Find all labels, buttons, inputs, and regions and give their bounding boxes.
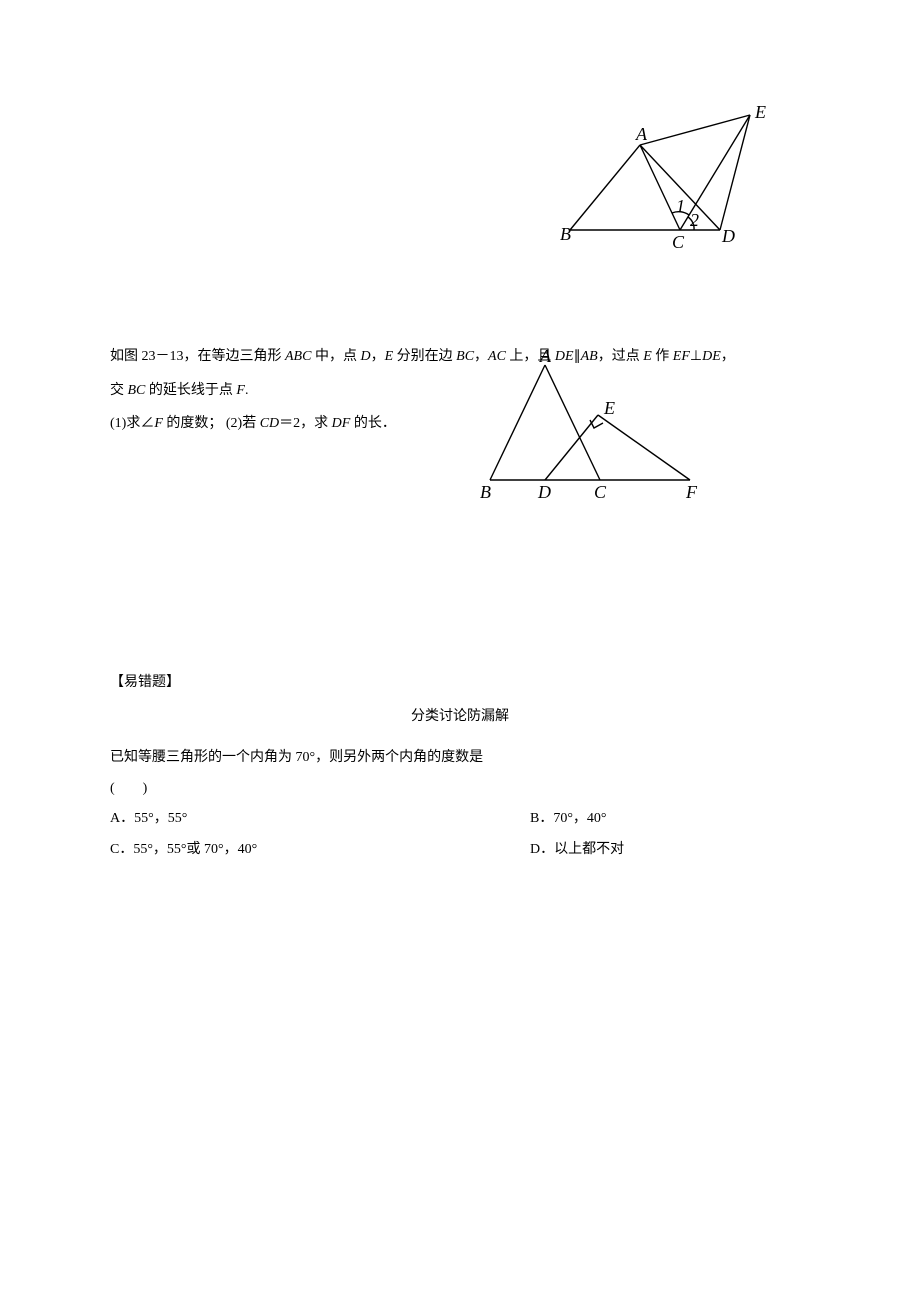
fig1-angle-1: 1	[676, 196, 685, 216]
t: 中，点	[311, 349, 360, 364]
fig2-label-E: E	[603, 398, 615, 418]
t: 交	[110, 383, 128, 398]
fig1-label-A: A	[635, 124, 648, 144]
t: ＝2，求	[279, 416, 332, 431]
problem-2-paren: ( )	[110, 774, 810, 805]
fig2-label-C: C	[594, 482, 607, 502]
t: 的长．	[350, 416, 396, 431]
page: A B C D E 1 2 如图 23－13，在等边三角形 ABC 中，点 D，…	[0, 0, 920, 946]
var-D: D	[360, 349, 370, 364]
fig1-label-C: C	[672, 232, 685, 250]
problem-2: 已知等腰三角形的一个内角为 70°，则另外两个内角的度数是 ( ) A．55°，…	[110, 743, 810, 866]
var-ABC: ABC	[285, 349, 311, 364]
fig1-angle-2: 2	[690, 210, 699, 230]
var-E: E	[385, 349, 394, 364]
var-DF: DF	[332, 416, 351, 431]
t: 的度数； (2)若	[163, 416, 260, 431]
option-A: A．55°，55°	[110, 804, 530, 835]
problem-1: 如图 23－13，在等边三角形 ABC 中，点 D，E 分别在边 BC，AC 上…	[110, 340, 810, 441]
fig2-label-F: F	[685, 482, 698, 502]
section-subtitle: 分类讨论防漏解	[110, 705, 810, 725]
problem-2-options: A．55°，55° B．70°，40° C．55°，55°或 70°，40° D…	[110, 804, 810, 866]
t: .	[245, 383, 249, 398]
fig2-label-B: B	[480, 482, 491, 502]
fig1-label-B: B	[560, 224, 571, 244]
var-BC: BC	[456, 349, 474, 364]
option-C: C．55°，55°或 70°，40°	[110, 835, 530, 866]
t: 分别在边	[393, 349, 456, 364]
var-F2: F	[154, 416, 163, 431]
t: 的延长线于点	[145, 383, 236, 398]
option-D: D．以上都不对	[530, 835, 810, 866]
var-CD: CD	[260, 416, 279, 431]
figure-1-container: A B C D E 1 2	[110, 100, 810, 270]
fig2-label-D: D	[537, 482, 551, 502]
option-B: B．70°，40°	[530, 804, 810, 835]
section-tag: 【易错题】	[110, 671, 810, 691]
t: (1)求∠	[110, 416, 154, 431]
var-F: F	[236, 383, 245, 398]
figure-1: A B C D E 1 2	[560, 100, 780, 255]
problem-2-stem: 已知等腰三角形的一个内角为 70°，则另外两个内角的度数是	[110, 743, 810, 774]
fig1-label-E: E	[754, 102, 766, 122]
fig2-label-A: A	[539, 350, 552, 366]
t: 如图 23－13，在等边三角形	[110, 349, 285, 364]
var-BC2: BC	[128, 383, 146, 398]
fig1-label-D: D	[721, 226, 735, 246]
t: ，	[721, 349, 735, 364]
t: ，	[371, 349, 385, 364]
figure-2: A B D C F E	[480, 350, 720, 524]
